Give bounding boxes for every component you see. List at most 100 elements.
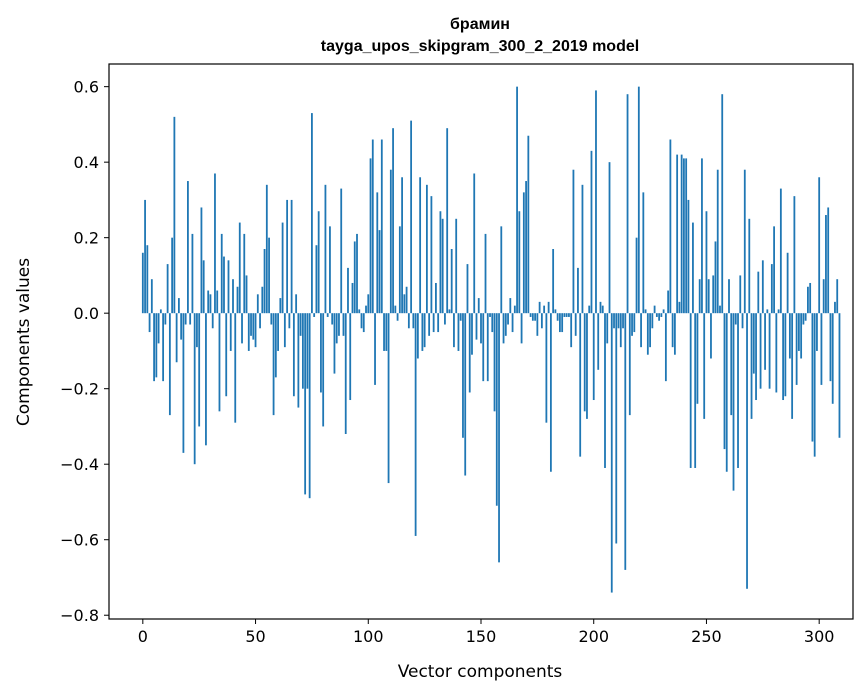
bar [200,207,203,314]
plot-frame [108,63,854,620]
bar [556,313,559,321]
bar [306,313,309,389]
bar [297,313,300,408]
bar [450,249,453,314]
bar [730,313,733,416]
bar [739,275,742,314]
bar [245,275,248,314]
bar [518,211,521,314]
bar [552,249,555,314]
bar [360,313,363,329]
bar [234,313,237,423]
bar [392,128,394,314]
y-tick-label: 0.0 [74,304,99,323]
bar [403,294,406,314]
bar [385,313,388,351]
bar [606,313,609,344]
bar [662,309,665,314]
bar [482,313,485,382]
bar [432,313,435,333]
bar [766,309,769,314]
bar [396,313,399,321]
bar [446,128,449,314]
bar [329,226,331,314]
bar [202,260,205,314]
bar [520,313,523,344]
bar [313,313,316,317]
bar [301,313,304,389]
bar [507,313,509,325]
bar [398,226,401,314]
bar [590,150,593,314]
bar [554,309,557,314]
bar [148,313,151,333]
bar [543,305,546,314]
bar [820,313,823,385]
bar [595,90,597,314]
bar [254,313,257,348]
bar [626,94,629,314]
bar [261,286,264,314]
bar [214,173,216,314]
bar [525,181,527,314]
bar [205,313,207,446]
bar [692,222,694,314]
bar [387,313,390,484]
bar [473,173,476,314]
bar [773,226,775,314]
bar [324,184,327,314]
bar [265,184,268,314]
bar [586,313,588,419]
bar [283,313,286,348]
bar [150,279,153,314]
bar [646,313,649,355]
bar [216,290,219,314]
bar [504,313,507,336]
bar [701,158,703,314]
bar [493,313,496,412]
bar [211,313,214,329]
bar [624,313,627,570]
bar [788,313,791,359]
chart-title-line2: tayga_upos_skipgram_300_2_2019 model [321,38,639,55]
bar [477,298,480,314]
bar [187,181,189,314]
bar [838,313,841,438]
bar [322,313,325,427]
bar [813,313,816,457]
bar [421,313,424,351]
bar [791,313,794,419]
bar [637,86,640,314]
y-tick-label: 0.4 [74,153,99,172]
bar [241,313,243,344]
bar [371,139,374,314]
bar [698,279,701,314]
bar [545,313,548,423]
bar [816,313,818,351]
bar [619,313,622,348]
bar [268,237,270,314]
bar [664,313,667,382]
bar [495,313,498,506]
bar [827,207,830,314]
bar [412,313,415,329]
bar [825,215,827,314]
y-tick-label: −0.8 [60,606,99,625]
bar [741,313,744,329]
bar [141,252,144,314]
bar [232,279,234,314]
bar [498,313,500,563]
bar [549,313,552,472]
bar [786,252,789,314]
bar [466,264,469,314]
bar [522,192,525,314]
x-axis-label: Vector components [398,662,563,682]
bar [764,313,766,370]
bar [831,313,834,404]
bar [818,177,821,314]
bar [270,313,273,325]
bar [568,313,570,317]
bar [223,256,225,314]
bar [468,313,471,393]
